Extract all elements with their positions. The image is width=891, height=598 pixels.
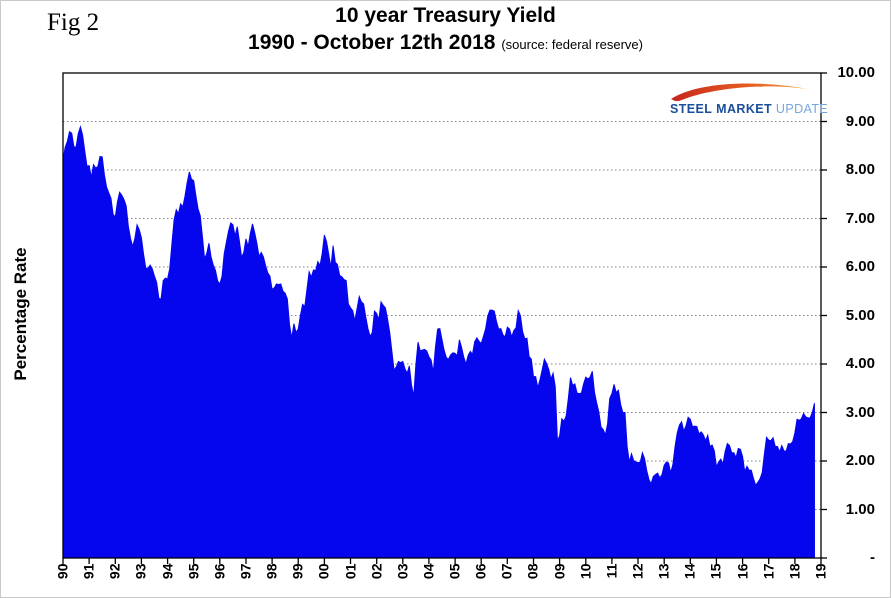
smu-logo-market: MARKET	[716, 102, 773, 116]
smu-logo-steel: STEEL	[670, 102, 713, 116]
x-axis-tick-label: 97	[237, 563, 254, 580]
x-axis-tick-label: 16	[734, 563, 751, 580]
y-axis-tick-label: -	[870, 549, 875, 566]
x-axis-tick-label: 94	[159, 563, 176, 580]
x-axis-tick-label: 13	[655, 563, 672, 580]
x-axis-tick-label: 99	[289, 563, 306, 580]
source-note: (source: federal reserve)	[501, 37, 643, 52]
x-axis-tick-label: 01	[342, 563, 359, 580]
x-axis-tick-label: 96	[211, 563, 228, 580]
y-axis-tick-label: 10.00	[837, 64, 875, 81]
chart-date-range: 1990 - October 12th 2018	[248, 31, 496, 54]
y-axis-tick-label: 6.00	[845, 258, 875, 275]
x-axis-tick-label: 98	[263, 563, 280, 580]
x-axis-tick-label: 93	[132, 563, 149, 580]
x-axis-tick-label: 12	[629, 563, 646, 580]
x-axis-tick-label: 19	[812, 563, 829, 580]
chart-subtitle: 1990 - October 12th 2018 (source: federa…	[1, 30, 890, 58]
x-axis-tick-label: 02	[368, 563, 385, 580]
x-axis-tick-label: 04	[420, 563, 437, 580]
x-axis-tick-label: 06	[472, 563, 489, 580]
chart-title-block: 10 year Treasury Yield 1990 - October 12…	[1, 2, 890, 58]
y-axis-tick-label: 3.00	[845, 403, 875, 421]
y-axis-tick-label: 7.00	[845, 209, 875, 227]
steel-market-update-logo: STEEL MARKET UPDATE	[665, 81, 828, 116]
x-axis-tick-label: 07	[498, 563, 515, 580]
x-axis-tick-label: 92	[106, 563, 123, 580]
x-axis-tick-label: 91	[80, 563, 97, 580]
y-axis-title: Percentage Rate	[11, 247, 30, 381]
x-axis-tick-label: 18	[786, 563, 803, 580]
y-axis-tick-label: 1.00	[845, 500, 875, 518]
x-axis-tick-label: 08	[524, 563, 541, 580]
smu-logo-text: STEEL MARKET UPDATE	[670, 102, 828, 116]
chart-title: 10 year Treasury Yield	[335, 4, 556, 27]
x-axis-tick-label: 10	[577, 563, 594, 580]
x-axis-tick-label: 95	[185, 563, 202, 580]
figure-number-label: Fig 2	[47, 9, 100, 36]
y-axis-tick-label: 2.00	[845, 452, 875, 469]
y-axis-tick-label: 4.00	[845, 355, 875, 372]
x-axis-tick-label: 09	[551, 563, 568, 580]
x-axis-tick-label: 90	[54, 563, 71, 580]
y-axis-tick-label: 8.00	[845, 161, 875, 178]
x-axis-tick-label: 17	[760, 563, 777, 580]
smu-swoosh-icon	[671, 83, 813, 101]
x-axis-tick-label: 15	[707, 563, 724, 580]
x-axis-tick-label: 00	[315, 563, 332, 580]
chart-plot-area	[55, 65, 829, 566]
x-axis-tick-label: 11	[603, 563, 620, 579]
x-axis-tick-label: 14	[681, 563, 698, 580]
x-axis-tick-label: 05	[446, 563, 463, 580]
y-axis-tick-label: 9.00	[845, 112, 875, 130]
y-axis-tick-label: 5.00	[845, 306, 875, 324]
smu-logo-update: UPDATE	[775, 102, 829, 116]
x-axis-tick-label: 03	[394, 563, 411, 580]
